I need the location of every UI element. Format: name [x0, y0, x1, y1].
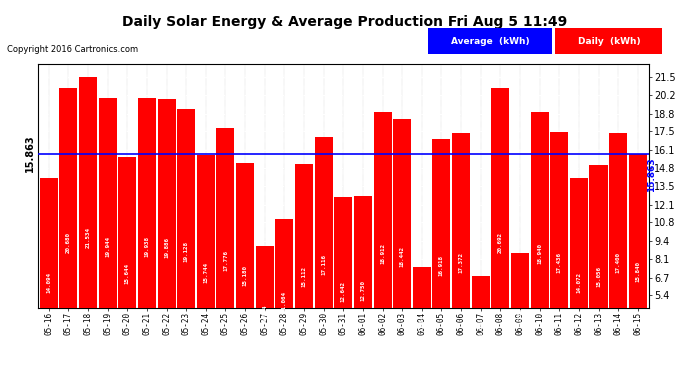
Bar: [217, 128, 235, 368]
Text: 14.072: 14.072: [576, 272, 582, 293]
Text: Daily  (kWh): Daily (kWh): [578, 37, 640, 46]
Bar: [550, 132, 569, 368]
Bar: [570, 178, 588, 368]
Bar: [256, 246, 274, 368]
Text: 9.064: 9.064: [262, 304, 267, 322]
Text: 20.680: 20.680: [66, 232, 71, 253]
Text: 7.484: 7.484: [420, 314, 424, 332]
Text: 17.400: 17.400: [615, 252, 621, 273]
Text: Copyright 2016 Cartronics.com: Copyright 2016 Cartronics.com: [7, 45, 138, 54]
Bar: [354, 196, 372, 368]
Text: 18.940: 18.940: [537, 243, 542, 264]
Bar: [315, 136, 333, 368]
Bar: [236, 163, 254, 368]
Text: 12.750: 12.750: [360, 280, 366, 301]
Bar: [177, 110, 195, 368]
Text: Average  (kWh): Average (kWh): [451, 37, 529, 46]
Text: 15.056: 15.056: [596, 266, 601, 287]
Bar: [393, 119, 411, 368]
Bar: [138, 99, 156, 368]
Text: 15.744: 15.744: [204, 262, 208, 283]
Text: 18.912: 18.912: [380, 243, 385, 264]
Bar: [629, 154, 647, 368]
Text: 21.534: 21.534: [86, 227, 90, 248]
Text: 18.442: 18.442: [400, 246, 404, 267]
Text: 19.886: 19.886: [164, 237, 169, 258]
Text: 16.918: 16.918: [439, 255, 444, 276]
Bar: [197, 155, 215, 368]
Text: 17.116: 17.116: [321, 254, 326, 274]
Bar: [79, 77, 97, 368]
Text: 15.863: 15.863: [25, 135, 35, 172]
Bar: [433, 140, 451, 368]
Bar: [452, 133, 470, 368]
Bar: [472, 276, 490, 368]
Text: 15.644: 15.644: [125, 262, 130, 284]
Text: 8.560: 8.560: [518, 308, 522, 325]
Text: 15.863: 15.863: [647, 158, 656, 192]
Text: 15.840: 15.840: [635, 261, 640, 282]
Bar: [589, 165, 608, 368]
Text: 17.776: 17.776: [223, 250, 228, 271]
Text: 19.128: 19.128: [184, 242, 188, 262]
Text: 14.094: 14.094: [46, 272, 51, 293]
Text: 19.938: 19.938: [144, 237, 150, 258]
Bar: [609, 133, 627, 368]
Text: 17.372: 17.372: [459, 252, 464, 273]
Bar: [373, 112, 392, 368]
Text: 6.848: 6.848: [478, 318, 483, 336]
Text: 15.180: 15.180: [243, 266, 248, 286]
Bar: [334, 197, 353, 368]
Bar: [491, 88, 509, 368]
Text: 12.642: 12.642: [341, 281, 346, 302]
Bar: [275, 219, 293, 368]
Bar: [59, 88, 77, 368]
Bar: [99, 98, 117, 368]
Bar: [40, 178, 58, 368]
Bar: [413, 267, 431, 368]
Bar: [118, 157, 137, 368]
Text: 19.944: 19.944: [105, 236, 110, 257]
Text: 15.112: 15.112: [302, 266, 306, 287]
Text: 11.064: 11.064: [282, 291, 287, 312]
Text: Daily Solar Energy & Average Production Fri Aug 5 11:49: Daily Solar Energy & Average Production …: [122, 15, 568, 29]
Bar: [157, 99, 175, 368]
Bar: [511, 252, 529, 368]
Text: 17.436: 17.436: [557, 252, 562, 273]
Text: 20.692: 20.692: [498, 232, 503, 253]
Bar: [295, 164, 313, 368]
Bar: [531, 112, 549, 368]
